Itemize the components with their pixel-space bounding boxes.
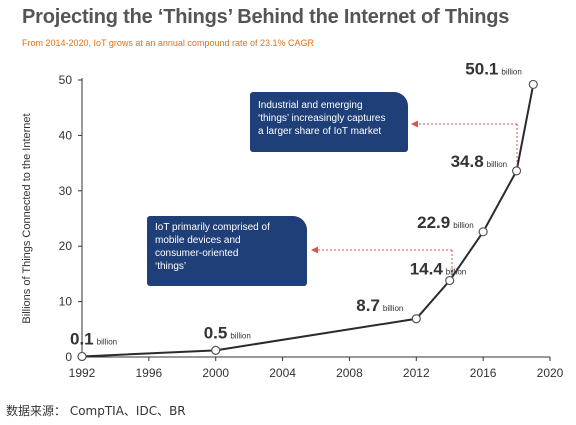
data-label: 0.5 billion — [204, 323, 251, 342]
data-source: 数据来源： CompTIA、IDC、BR — [6, 404, 186, 418]
data-point — [211, 345, 221, 355]
data-label: 14.4 billion — [410, 260, 467, 279]
callout-line: Industrial and emerging — [258, 100, 363, 111]
data-label: 34.8 billion — [451, 152, 508, 171]
data-point — [478, 227, 488, 237]
callout-line: IoT primarily comprised of — [155, 222, 270, 233]
data-point — [411, 314, 421, 324]
x-tick-label: 1996 — [136, 366, 163, 380]
data-point — [77, 351, 87, 362]
x-tick-label: 2012 — [403, 366, 430, 380]
data-label: 8.7 billion — [356, 296, 403, 315]
data-point — [528, 79, 538, 90]
y-tick-label: 50 — [59, 73, 73, 87]
y-tick-label: 0 — [65, 350, 72, 364]
data-label: 50.1 billion — [465, 59, 522, 78]
y-tick-label: 10 — [59, 295, 73, 309]
x-tick-label: 1992 — [69, 366, 96, 380]
data-point — [445, 275, 455, 286]
callout-industrial: Industrial and emerging ‘things’ increas… — [250, 92, 408, 152]
callout-line: consumer-oriented — [155, 248, 239, 259]
chart-subtitle: From 2014-2020, IoT grows at an annual c… — [22, 38, 314, 48]
x-tick-label: 2000 — [202, 366, 229, 380]
data-label: 0.1 billion — [70, 329, 117, 348]
x-tick-label: 2004 — [269, 366, 296, 380]
callout-line: mobile devices and — [155, 235, 241, 246]
callout-consumer: IoT primarily comprised of mobile device… — [147, 216, 307, 286]
callout-line: a larger share of IoT market — [258, 126, 382, 137]
data-point — [511, 166, 522, 176]
y-tick-label: 30 — [59, 184, 73, 198]
x-tick-label: 2008 — [336, 366, 363, 380]
y-axis-label: Billions of Things Connected to the Inte… — [21, 113, 33, 323]
callout-line: ‘things’ — [155, 261, 187, 272]
callout-line: ‘things’ increasingly captures — [258, 113, 386, 124]
x-tick-label: 2016 — [470, 366, 497, 380]
chart-title: Projecting the ‘Things’ Behind the Inter… — [22, 6, 510, 28]
y-tick-label: 40 — [59, 128, 73, 142]
iot-line-chart: 0 10 20 30 40 50 1992 1996 2000 2004 2008 2012 2016 2… — [21, 59, 564, 380]
x-tick-label: 2020 — [537, 366, 564, 380]
data-label: 22.9 billion — [417, 213, 474, 232]
y-tick-label: 20 — [59, 239, 73, 253]
